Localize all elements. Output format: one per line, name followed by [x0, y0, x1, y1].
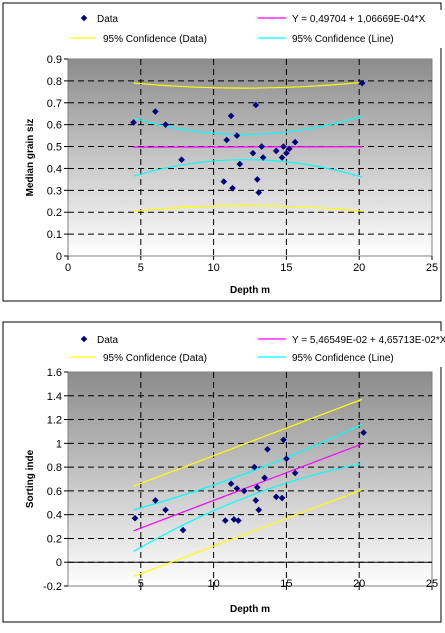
x-tick-label: 10 — [207, 578, 219, 590]
y-tick-label: 1.2 — [47, 415, 62, 427]
y-tick-label: 0.3 — [47, 185, 62, 197]
chart-panel-2: -0.2 0 0.2 0.4 0.6 0.8 1 1.2 1.4 1.6 5 10 15 20 25 Dept… — [3, 322, 445, 622]
y-tick-label: 0.2 — [47, 533, 62, 545]
y-tick-label: 0.4 — [47, 163, 62, 175]
legend-fit-label: Y = 0,49704 + 1,06669E-04*X — [292, 14, 426, 25]
y-tick-label: 0.6 — [47, 120, 62, 132]
y-axis-label: Median grain siz — [25, 119, 36, 197]
x-tick-label: 0 — [65, 262, 71, 274]
legend-conf-data-label: 95% Confidence (Data) — [103, 353, 207, 364]
y-tick-label: 0.8 — [47, 76, 62, 88]
y-tick-label: 0.5 — [47, 142, 62, 154]
x-tick-label: 15 — [280, 578, 292, 590]
legend-conf-data-label: 95% Confidence (Data) — [103, 34, 207, 45]
x-tick-label: 5 — [138, 262, 144, 274]
plot-area — [68, 372, 432, 586]
x-tick-label: 20 — [353, 262, 365, 274]
y-tick-label: 0.7 — [47, 98, 62, 110]
y-tick-label: 1.6 — [47, 367, 62, 379]
y-tick-label: 0.1 — [47, 229, 62, 241]
y-tick-label: -0.2 — [43, 581, 62, 593]
x-tick-label: 5 — [138, 578, 144, 590]
legend-conf-line-label: 95% Confidence (Line) — [292, 34, 394, 45]
x-tick-label: 10 — [207, 262, 219, 274]
y-tick-label: 0.6 — [47, 486, 62, 498]
y-tick-label: 0.8 — [47, 462, 62, 474]
x-axis-label: Depth m — [230, 285, 270, 296]
y-tick-label: 0 — [56, 251, 62, 263]
chart-panel-1: 0 0.1 0.2 0.3 0.4 0.5 0.6 0.7 0.8 0.9 0 5 10 15 20 25 De… — [3, 3, 442, 301]
y-tick-label: 1 — [56, 438, 62, 450]
legend-conf-line-label: 95% Confidence (Line) — [292, 353, 394, 364]
y-tick-label: 0.2 — [47, 207, 62, 219]
y-tick-label: 0.9 — [47, 54, 62, 66]
y-tick-label: 0.4 — [47, 510, 62, 522]
y-tick-label: 0 — [56, 557, 62, 569]
x-tick-label: 25 — [426, 262, 438, 274]
legend-data-label: Data — [97, 335, 119, 346]
x-tick-label: 20 — [353, 578, 365, 590]
x-axis-label: Depth m — [230, 604, 270, 615]
x-tick-label: 25 — [426, 578, 438, 590]
y-tick-label: 1.4 — [47, 391, 62, 403]
legend-fit-label: Y = 5,46549E-02 + 4,65713E-02*X — [292, 335, 445, 346]
x-tick-label: 15 — [280, 262, 292, 274]
y-axis-label: Sorting inde — [25, 449, 36, 508]
legend-data-label: Data — [97, 14, 119, 25]
